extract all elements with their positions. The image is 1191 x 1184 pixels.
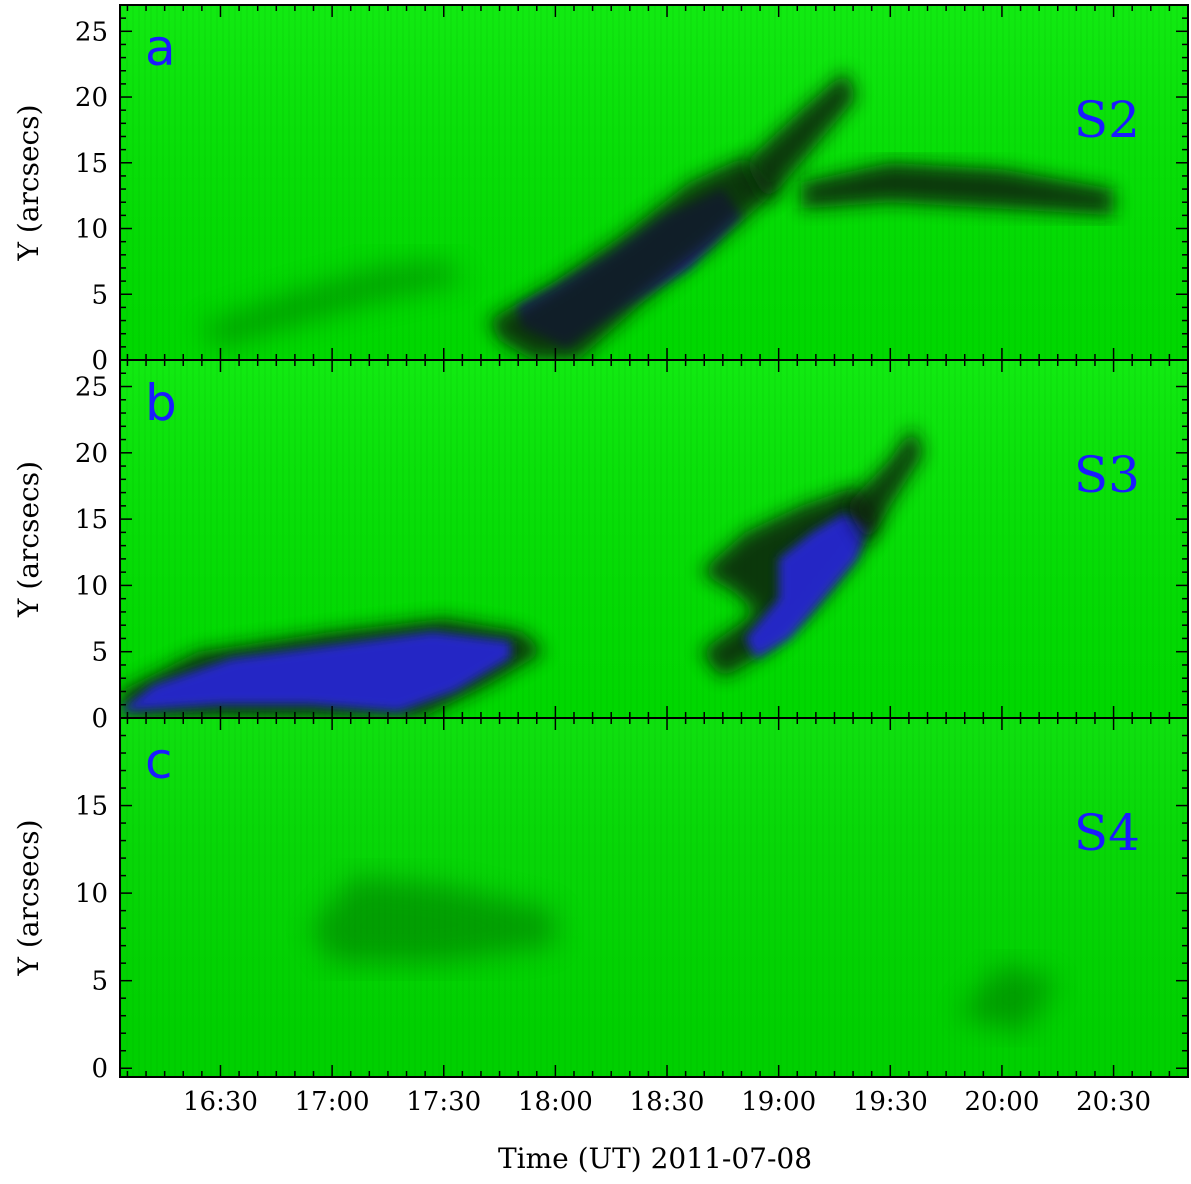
panel-tag: S4	[1074, 804, 1140, 862]
heatmap-image	[120, 360, 1188, 718]
heatmap-image	[120, 5, 1188, 360]
y-tick-label: 10	[75, 571, 108, 601]
y-axis-title: Y (arcsecs)	[12, 105, 45, 262]
panel-letter: a	[145, 19, 176, 77]
feature-dark	[801, 162, 1114, 216]
y-tick-label: 10	[75, 879, 108, 909]
y-tick-label: 0	[91, 346, 108, 376]
feature-dark	[488, 156, 779, 360]
feature-dark	[845, 426, 924, 546]
x-tick-label: 18:00	[518, 1087, 593, 1117]
x-tick-label: 19:00	[741, 1087, 816, 1117]
x-tick-label: 16:30	[183, 1087, 258, 1117]
panel-a: 0 5 10 15 20 25 Y (arcsecs) a S2	[12, 4, 1189, 376]
y-tick-label: 20	[75, 83, 108, 113]
x-tick-label: 20:00	[964, 1087, 1039, 1117]
y-tick-label: 5	[91, 638, 108, 668]
plot-frame	[119, 717, 1189, 1078]
y-axis-title: Y (arcsecs)	[12, 820, 45, 977]
y-tick-label: 5	[91, 967, 108, 997]
y-axis-title: Y (arcsecs)	[12, 461, 45, 618]
feature-dark	[745, 70, 857, 203]
panel-c: 0 5 10 15 Y (arcsecs) c S4	[12, 717, 1189, 1084]
y-tick-label: 10	[75, 215, 108, 245]
feature-faint	[198, 261, 467, 347]
x-tick-label: 19:30	[853, 1087, 928, 1117]
x-tick-label: 17:00	[295, 1087, 370, 1117]
x-tick-label: 17:30	[406, 1087, 481, 1117]
panel-tag: S3	[1074, 446, 1140, 504]
x-tick-label: 18:30	[630, 1087, 705, 1117]
heatmap-image	[120, 718, 1188, 1077]
y-tick-label: 0	[91, 1054, 108, 1084]
y-tick-label: 0	[91, 704, 108, 734]
y-tick-label: 25	[75, 373, 108, 403]
y-axis: 0 5 10 15 20 25	[75, 4, 1189, 376]
y-tick-label: 15	[75, 505, 108, 535]
panel-tag: S2	[1074, 91, 1140, 149]
y-tick-label: 25	[75, 17, 108, 47]
y-tick-label: 20	[75, 439, 108, 469]
panel-letter: c	[145, 732, 173, 790]
x-tick-label: 20:30	[1076, 1087, 1151, 1117]
y-axis: 0 5 10 15	[75, 717, 1189, 1084]
x-axis-title: Time (UT) 2011-07-08	[498, 1142, 812, 1175]
panel-letter: b	[145, 374, 177, 432]
y-tick-label: 5	[91, 280, 108, 310]
feature-faint	[957, 963, 1058, 1034]
y-tick-label: 15	[75, 149, 108, 179]
x-axis: 16:30 17:00 17:30 18:00 18:30 19:00 19:30 20:00…	[183, 1087, 1151, 1117]
feature-blue	[745, 512, 868, 659]
feature-blue	[120, 631, 511, 712]
feature-faint	[309, 875, 556, 964]
panel-b: 0 5 10 15 20 25 Y (arcsecs) b S3	[12, 359, 1189, 734]
y-tick-label: 15	[75, 792, 108, 822]
